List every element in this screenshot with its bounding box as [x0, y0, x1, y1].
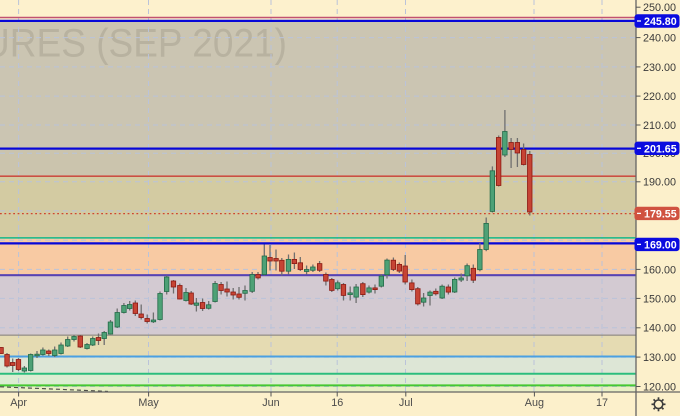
svg-text:201.65: 201.65	[644, 143, 677, 155]
svg-text:Apr: Apr	[10, 397, 27, 409]
svg-text:Jul: Jul	[399, 397, 413, 409]
svg-text:URES (SEP 2021): URES (SEP 2021)	[0, 22, 287, 66]
svg-text:190.00: 190.00	[643, 177, 676, 189]
svg-text:245.80: 245.80	[644, 16, 677, 28]
svg-text:160.00: 160.00	[643, 264, 676, 276]
svg-text:Jun: Jun	[262, 397, 279, 409]
svg-text:250.00: 250.00	[643, 2, 676, 14]
svg-text:May: May	[138, 397, 159, 409]
svg-text:169.00: 169.00	[644, 239, 677, 251]
svg-text:210.00: 210.00	[643, 120, 676, 132]
svg-text:220.00: 220.00	[643, 91, 676, 103]
svg-text:240.00: 240.00	[643, 33, 676, 45]
svg-text:179.55: 179.55	[644, 208, 677, 220]
svg-text:16: 16	[331, 397, 343, 409]
svg-text:Aug: Aug	[525, 397, 544, 409]
svg-text:120.00: 120.00	[643, 381, 676, 393]
svg-text:130.00: 130.00	[643, 352, 676, 364]
svg-text:17: 17	[596, 397, 608, 409]
svg-text:140.00: 140.00	[643, 323, 676, 335]
svg-text:230.00: 230.00	[643, 62, 676, 74]
svg-text:150.00: 150.00	[643, 293, 676, 305]
